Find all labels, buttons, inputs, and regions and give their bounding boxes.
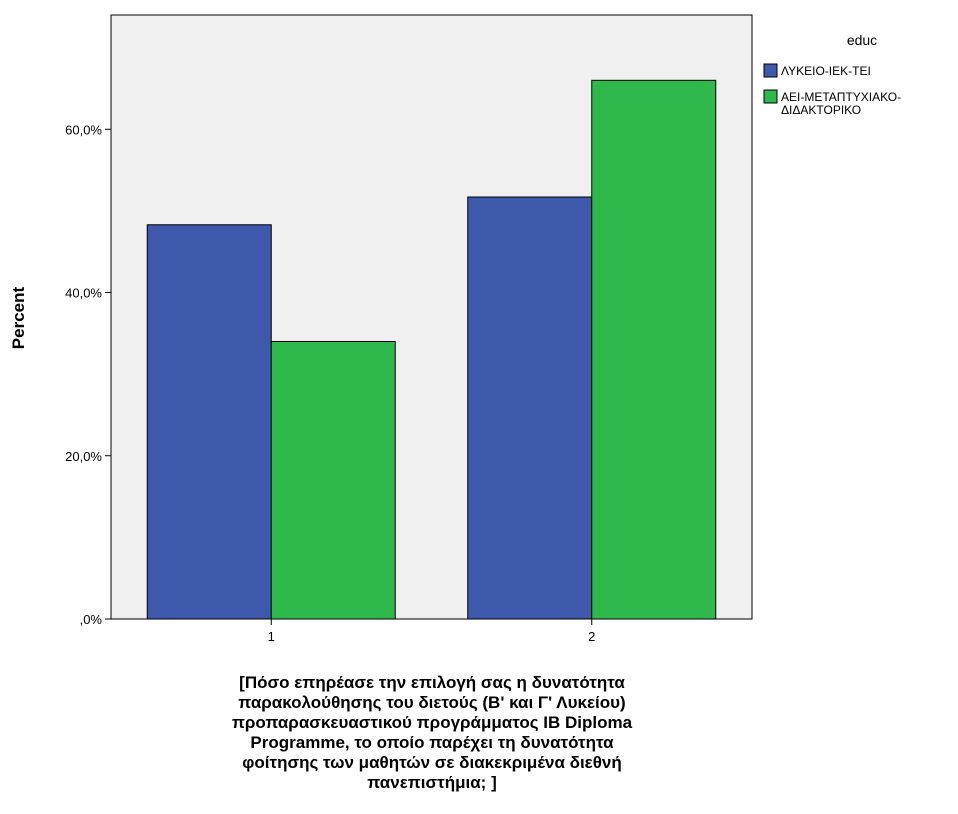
y-tick-label: ,0%	[80, 612, 103, 627]
y-axis-title: Percent	[9, 286, 28, 349]
legend-label: ΑΕΙ-ΜΕΤΑΠΤΥΧΙΑΚΟ-	[781, 90, 901, 104]
legend-swatch	[763, 63, 778, 78]
x-axis-title-line: παρακολούθησης του διετούς (Β' και Γ' Λυ…	[238, 693, 625, 712]
x-tick-label: 1	[268, 629, 275, 644]
y-tick-label: 20,0%	[65, 449, 102, 464]
x-axis-title-line: [Πόσο επηρέασε την επιλογή σας η δυνατότ…	[239, 673, 625, 692]
legend-swatch	[763, 89, 778, 104]
y-tick-label: 60,0%	[65, 122, 102, 137]
bar-series-2-category-1	[270, 340, 396, 620]
bar-series-1-category-1	[146, 224, 272, 620]
bar-series-1-category-2	[467, 196, 593, 620]
legend: educ ΛΥΚΕΙΟ-ΙΕΚ-ΤΕΙ ΑΕΙ-ΜΕΤΑΠΤΥΧΙΑΚΟ-ΔΙΔΑ…	[763, 32, 901, 117]
x-axis-title: [Πόσο επηρέασε την επιλογή σας η δυνατότ…	[232, 673, 633, 792]
x-axis-title-line: πανεπιστήμια; ]	[367, 773, 496, 792]
x-tick-label: 2	[588, 629, 595, 644]
x-axis-title-line: προπαρασκευαστικού προγράμματος IB Diplo…	[232, 713, 633, 732]
legend-label: ΛΥΚΕΙΟ-ΙΕΚ-ΤΕΙ	[781, 64, 871, 78]
x-axis-title-line: Programme, το οποίο παρέχει τη δυνατότητ…	[250, 733, 614, 752]
bar-series-2-category-2	[591, 79, 717, 620]
x-axis-title-line: φοίτησης των μαθητών σε διακεκριμένα διε…	[242, 753, 622, 772]
bars-group	[146, 79, 717, 620]
y-axis: ,0% 20,0% 40,0% 60,0%	[65, 122, 111, 627]
legend-label: ΔΙΔΑΚΤΟΡΙΚΟ	[781, 103, 861, 117]
legend-title: educ	[847, 32, 877, 48]
y-tick-label: 40,0%	[65, 286, 102, 301]
